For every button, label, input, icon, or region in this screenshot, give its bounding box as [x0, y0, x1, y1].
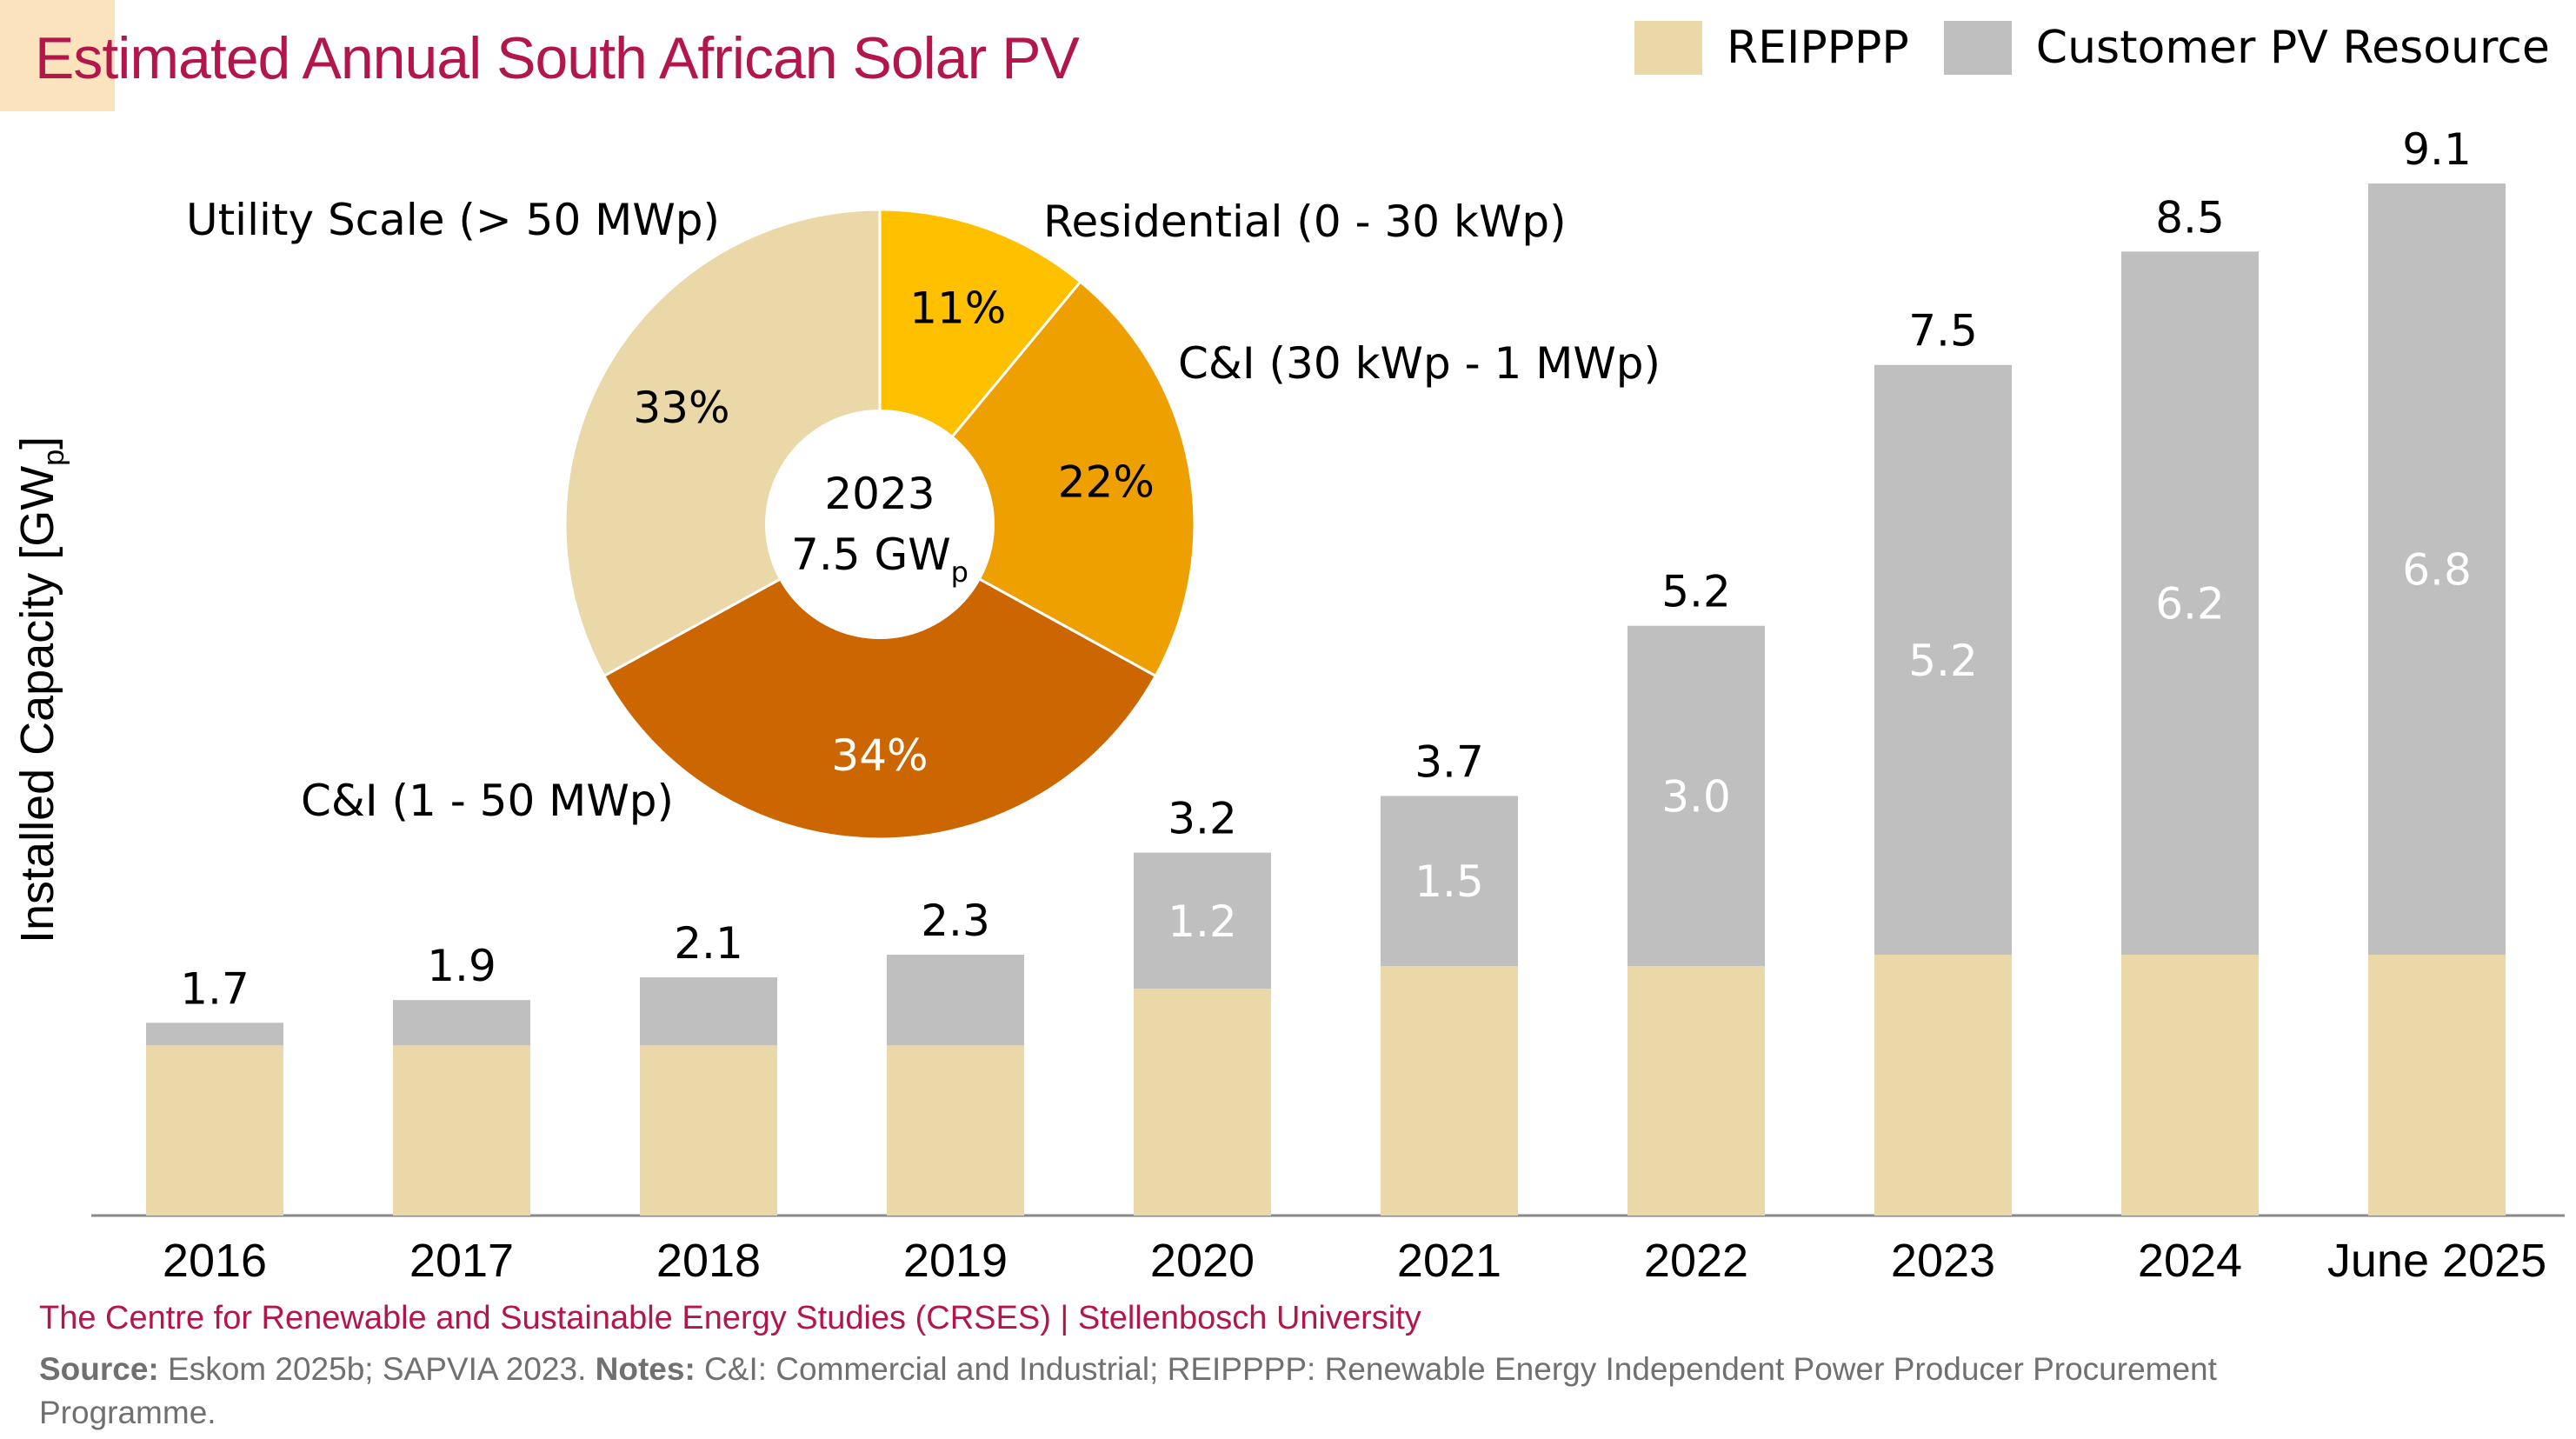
- legend-swatch-customer-pv: [1943, 21, 2012, 75]
- bar-reipppp-2021: [1381, 966, 1518, 1216]
- bar-customer-pv-2024: [2121, 251, 2259, 956]
- legend-item-reipppp: REIPPPP: [1634, 21, 1909, 75]
- bar-customer-pv-2016: [146, 1023, 283, 1046]
- bar-total-label: 8.5: [2155, 192, 2225, 243]
- x-tick-label: 2018: [656, 1235, 761, 1287]
- footer-source-label: Source:: [39, 1351, 159, 1387]
- donut-slice-2: [877, 279, 1196, 678]
- donut-category-label: C&I (1 - 50 MWp): [301, 776, 674, 826]
- bar-reipppp-2022: [1627, 966, 1765, 1216]
- bar-customer-pv-2020: [1134, 852, 1271, 989]
- bar-reipppp-2024: [2121, 955, 2259, 1216]
- bar-inner-label: 3.0: [1661, 771, 1731, 822]
- bar-customer-pv-2021: [1381, 796, 1518, 967]
- bar-total-label: 9.1: [2402, 124, 2472, 175]
- x-tick-label: 2021: [1397, 1235, 1501, 1287]
- bar-total-label: 7.5: [1908, 306, 1978, 356]
- donut-center-year: 2023: [824, 469, 935, 519]
- x-tick-label: 2016: [163, 1235, 267, 1287]
- bar-total-label: 1.9: [427, 941, 496, 991]
- footer-notes: Source: Eskom 2025b; SAPVIA 2023. Notes:…: [39, 1348, 2300, 1435]
- bar-reipppp-2023: [1874, 955, 2012, 1216]
- bar-reipppp-2017: [393, 1045, 530, 1216]
- bar-inner-label: 6.2: [2155, 579, 2225, 630]
- donut-category-label: Residential (0 - 30 kWp): [1043, 197, 1567, 247]
- donut-percent-label: 22%: [1058, 456, 1155, 507]
- bar-total-label: 1.7: [180, 963, 250, 1014]
- legend-item-customer-pv: Customer PV Resource: [1943, 21, 2550, 75]
- bar-customer-pv-june-2025: [2368, 183, 2506, 956]
- bar-customer-pv-2018: [640, 977, 777, 1046]
- x-tick-label: 2022: [1644, 1235, 1748, 1287]
- x-tick-label: 2017: [409, 1235, 514, 1287]
- legend-label-customer-pv: Customer PV Resource: [2035, 22, 2550, 74]
- legend: REIPPPP Customer PV Resource: [1634, 19, 2576, 77]
- bars-layer: 1.7 2016 1.9 2017 2.1 2018 2.3 2019 3.2 1.2 2020 3.…: [91, 124, 2565, 1287]
- donut-percent-label: 11%: [909, 283, 1006, 334]
- bar-inner-label: 5.2: [1908, 636, 1978, 686]
- donut-hole: [765, 410, 995, 639]
- bar-total-label: 3.7: [1414, 736, 1484, 787]
- bar-reipppp-2016: [146, 1045, 283, 1216]
- bar-total-label: 5.2: [1661, 567, 1731, 617]
- footer: The Centre for Renewable and Sustainable…: [39, 1300, 2300, 1435]
- bar-reipppp-2020: [1134, 989, 1271, 1216]
- donut-category-label: Utility Scale (> 50 MWp): [186, 195, 720, 245]
- x-tick-label: June 2025: [2327, 1235, 2546, 1287]
- bar-total-label: 2.1: [674, 918, 743, 969]
- bar-customer-pv-2017: [393, 1000, 530, 1046]
- title-accent-block: [0, 0, 115, 111]
- donut-percent-label: 33%: [633, 383, 729, 433]
- chart-title: Estimated Annual South African Solar PV: [35, 25, 1080, 91]
- donut-slice-3: [602, 523, 1158, 841]
- bar-reipppp-2018: [640, 1045, 777, 1216]
- donut-percent-label: 34%: [831, 730, 928, 781]
- bar-reipppp-june-2025: [2368, 955, 2506, 1216]
- bar-total-label: 2.3: [921, 896, 990, 946]
- x-tick-label: 2024: [2138, 1235, 2242, 1287]
- donut-center-total: 7.5 GWp: [791, 530, 968, 589]
- bar-customer-pv-2019: [887, 955, 1024, 1046]
- bar-customer-pv-2022: [1627, 625, 1765, 967]
- legend-swatch-reipppp: [1634, 21, 1702, 75]
- bar-inner-label: 6.8: [2402, 545, 2472, 596]
- donut-chart: 11% Residential (0 - 30 kWp) 22% C&I (30 kW…: [186, 195, 1661, 841]
- footer-notes-label: Notes:: [595, 1351, 696, 1387]
- bar-inner-label: 1.5: [1414, 856, 1484, 907]
- x-tick-label: 2020: [1150, 1235, 1255, 1287]
- legend-label-reipppp: REIPPPP: [1727, 22, 1909, 74]
- bar-reipppp-2019: [887, 1045, 1024, 1216]
- x-tick-label: 2023: [1891, 1235, 1995, 1287]
- bar-customer-pv-2023: [1874, 364, 2012, 956]
- footer-source-text: Eskom 2025b; SAPVIA 2023.: [158, 1351, 596, 1387]
- footer-notes-text: C&I: Commercial and Industrial; REIPPPP:…: [39, 1351, 2217, 1430]
- footer-org: The Centre for Renewable and Sustainable…: [39, 1300, 1421, 1336]
- donut-category-label: C&I (30 kWp - 1 MWp): [1178, 338, 1661, 389]
- bar-inner-label: 1.2: [1168, 896, 1237, 947]
- x-tick-label: 2019: [903, 1235, 1008, 1287]
- bar-total-label: 3.2: [1168, 794, 1237, 844]
